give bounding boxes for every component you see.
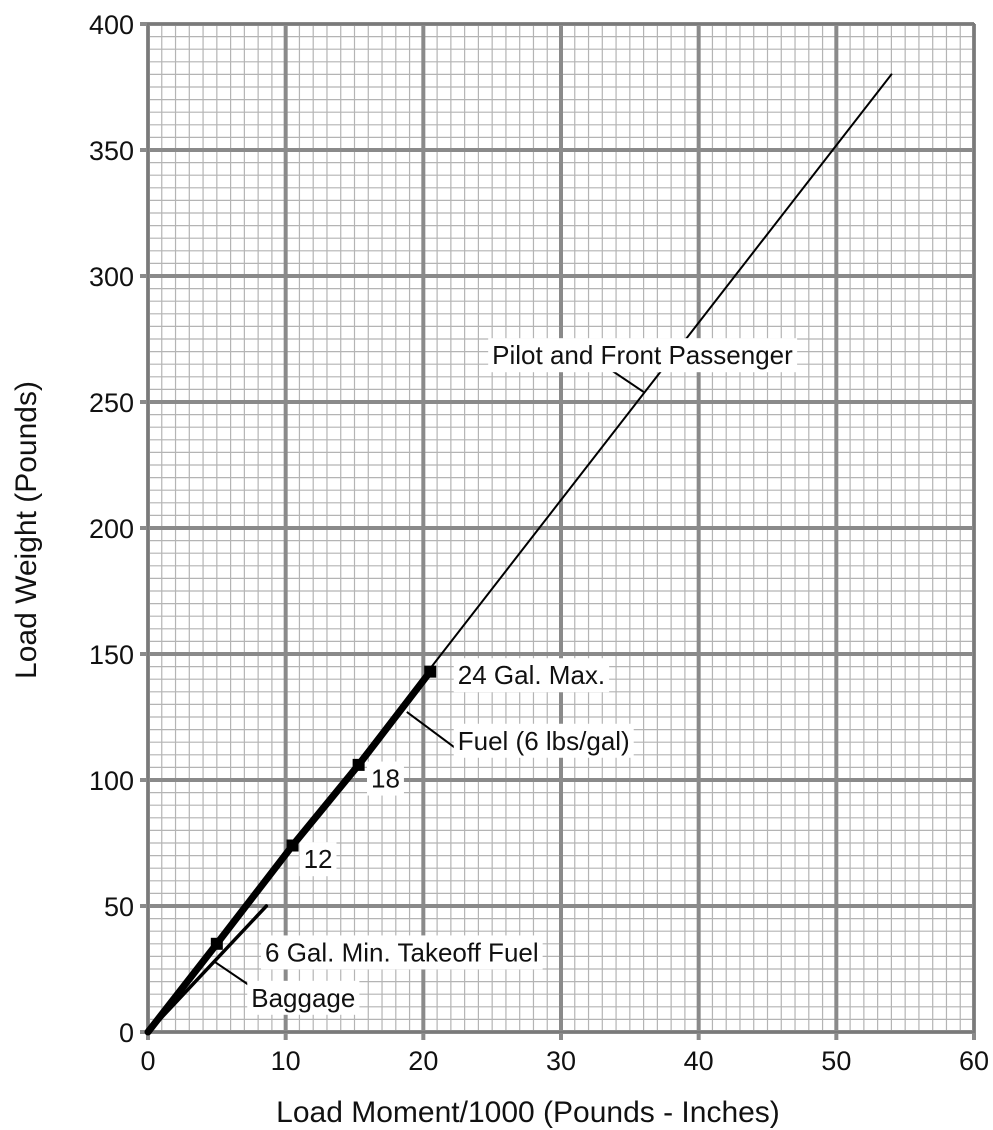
annotation-bg-min <box>261 935 543 970</box>
annotation-g18: 18 <box>371 764 400 794</box>
annotation-baggage: Baggage <box>251 983 355 1013</box>
y-tick-label: 350 <box>89 136 134 166</box>
y-tick-labels: 0 50 100 150 200 250 300 350 400 <box>89 10 134 1048</box>
fuel-marker <box>210 937 223 950</box>
series-line-fuel-6-lbs-gal <box>144 668 434 1036</box>
x-axis-title: Load Moment/1000 (Pounds - Inches) <box>276 1096 780 1129</box>
y-tick-label: 50 <box>104 892 134 922</box>
annotations: Pilot and Front Passenger Fuel (6 lbs/gal… <box>213 338 798 1015</box>
fuel-markers <box>210 665 437 950</box>
major-grid <box>140 22 976 1040</box>
x-tick-label: 10 <box>271 1046 301 1076</box>
fuel-marker <box>424 665 437 678</box>
series-line-baggage <box>146 904 269 1034</box>
y-tick-label: 250 <box>89 388 134 418</box>
y-tick-label: 0 <box>119 1018 134 1048</box>
annotation-bg-g18 <box>367 761 404 796</box>
x-tick-label: 40 <box>684 1046 714 1076</box>
x-tick-label: 60 <box>959 1046 989 1076</box>
annotation-pilot: Pilot and Front Passenger <box>492 340 793 370</box>
fuel-marker <box>352 758 365 771</box>
x-tick-label: 0 <box>140 1046 155 1076</box>
x-tick-labels: 0 10 20 30 40 50 60 <box>140 1046 989 1076</box>
annotation-bg-fuel <box>453 723 634 758</box>
x-tick-label: 20 <box>408 1046 438 1076</box>
fuel-marker <box>286 839 299 852</box>
annotation-bg-baggage <box>247 980 360 1015</box>
annotation-bg-g12 <box>299 842 337 877</box>
x-tick-label: 50 <box>821 1046 851 1076</box>
annotation-bg-max <box>453 658 610 693</box>
annotation-min: 6 Gal. Min. Takeoff Fuel <box>265 937 539 967</box>
leader-line-fuel <box>406 711 459 751</box>
leader-line-baggage <box>213 960 252 988</box>
y-tick-label: 200 <box>89 514 134 544</box>
annotation-g12: 12 <box>304 844 333 874</box>
plot-frame <box>147 23 975 1033</box>
x-tick-label: 30 <box>546 1046 576 1076</box>
y-tick-label: 100 <box>89 766 134 796</box>
annotation-max: 24 Gal. Max. <box>458 660 605 690</box>
annotation-fuel: Fuel (6 lbs/gal) <box>458 726 630 756</box>
y-tick-label: 300 <box>89 262 134 292</box>
y-tick-label: 400 <box>89 10 134 40</box>
y-axis-title: Load Weight (Pounds) <box>10 381 43 679</box>
annotation-bg-pilot <box>488 338 798 373</box>
y-tick-label: 150 <box>89 640 134 670</box>
